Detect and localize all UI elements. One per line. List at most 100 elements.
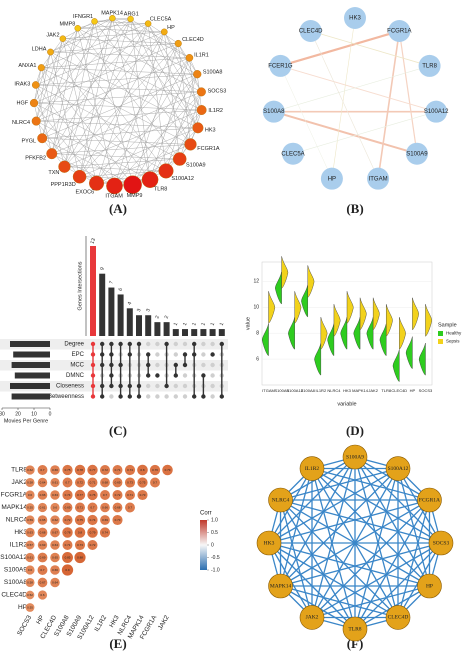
edge <box>331 17 356 179</box>
bar <box>218 329 225 336</box>
matrix-dot <box>109 394 114 399</box>
edge <box>310 30 430 67</box>
bar <box>154 322 161 336</box>
node <box>58 160 71 173</box>
edge <box>149 91 202 180</box>
y-tick-label: 10 <box>253 305 259 311</box>
node-label: HP <box>328 176 336 182</box>
edge <box>279 468 313 587</box>
legend-label: Healthy <box>446 331 462 336</box>
node-label: NLRC4 <box>272 497 290 503</box>
corr-cell <box>25 603 35 612</box>
corr-cell <box>25 552 35 563</box>
node <box>74 25 81 32</box>
node-label: CLEC5A <box>150 16 172 22</box>
corr-value: 0.72 <box>115 493 121 497</box>
node <box>299 456 325 481</box>
corr-value: 0.79 <box>165 468 171 472</box>
corr-cell <box>25 540 35 550</box>
corr-cell <box>75 502 85 513</box>
corr-value: 0.69 <box>115 480 121 484</box>
edge <box>64 21 95 167</box>
corr-cell <box>37 590 48 600</box>
legend-title: Sample <box>438 322 457 328</box>
edge <box>50 51 199 129</box>
edge <box>354 468 399 630</box>
bar-value-label: 1 <box>182 322 189 327</box>
corr-cell <box>25 477 35 488</box>
corr-cell <box>37 490 48 500</box>
node <box>196 105 207 115</box>
row-label: TLR8 <box>11 467 27 474</box>
column-label: IL1R2 <box>93 614 108 633</box>
violin <box>275 271 282 305</box>
node-label: MAPK14 <box>101 11 123 17</box>
corr-value: 0.71 <box>115 468 121 472</box>
corr-cell <box>87 502 98 513</box>
node <box>320 167 343 190</box>
corr-value: 0.58 <box>27 480 33 484</box>
corr-value: 0.65 <box>40 518 46 522</box>
edge <box>41 23 149 68</box>
node-label: HGF <box>16 101 28 107</box>
edge <box>42 127 198 139</box>
violin <box>320 317 328 350</box>
corr-cell <box>99 464 111 476</box>
row-label: CLEC4D <box>1 592 27 599</box>
corr-value: 0.7 <box>103 493 108 497</box>
edge <box>36 51 51 122</box>
matrix-dot <box>146 394 151 399</box>
corr-cell <box>25 527 35 538</box>
corr-value: 0.71 <box>77 505 83 509</box>
corr-cell <box>25 590 35 600</box>
corr-value: 0.69 <box>102 518 108 522</box>
node <box>127 15 134 23</box>
corr-value: 0.72 <box>77 480 83 484</box>
x-tick-label: HK3 <box>343 388 352 393</box>
x-tick-label: NLRC4 <box>327 388 341 393</box>
corr-cell <box>37 565 48 575</box>
corr-value: 0.6 <box>53 505 58 509</box>
edge <box>311 499 430 618</box>
corr-cell <box>149 464 161 476</box>
node-label: ANXA1 <box>18 63 36 69</box>
node <box>184 138 197 151</box>
corr-value: 0.7 <box>40 468 45 472</box>
corr-cell <box>37 515 48 525</box>
edge <box>132 43 179 185</box>
bar-value-label: 7 <box>108 280 115 285</box>
corr-cell <box>61 564 74 576</box>
edge <box>280 542 442 587</box>
node-label: TLR8 <box>422 64 437 70</box>
edge <box>280 499 442 544</box>
node <box>160 28 168 36</box>
corr-value: 0.64 <box>52 580 58 584</box>
node-label: TLR8 <box>154 186 167 192</box>
corr-value: 0.7 <box>40 568 45 572</box>
edge <box>130 18 199 128</box>
corr-cell <box>62 514 73 526</box>
edge <box>279 499 313 618</box>
bar-value-label: 4 <box>127 301 134 306</box>
edge <box>42 38 64 139</box>
edge <box>51 153 115 187</box>
edge <box>33 21 95 104</box>
legend-swatch <box>438 331 443 336</box>
node <box>29 98 39 108</box>
column-label: HP <box>35 614 46 625</box>
edge <box>311 467 430 501</box>
violin <box>346 291 354 324</box>
corr-value: 0.75 <box>65 468 71 472</box>
corr-cell <box>87 514 98 526</box>
node <box>192 122 204 134</box>
bar <box>145 315 152 336</box>
edge <box>51 28 78 154</box>
x-tick-label: TLR8 <box>381 388 392 393</box>
corr-value: 0.62 <box>52 518 58 522</box>
edge <box>79 18 113 177</box>
row-label: HP <box>18 604 27 611</box>
corr-value: 0.6 <box>28 493 33 497</box>
corr-cell <box>87 477 98 488</box>
node-label: IL1R1 <box>194 52 209 58</box>
